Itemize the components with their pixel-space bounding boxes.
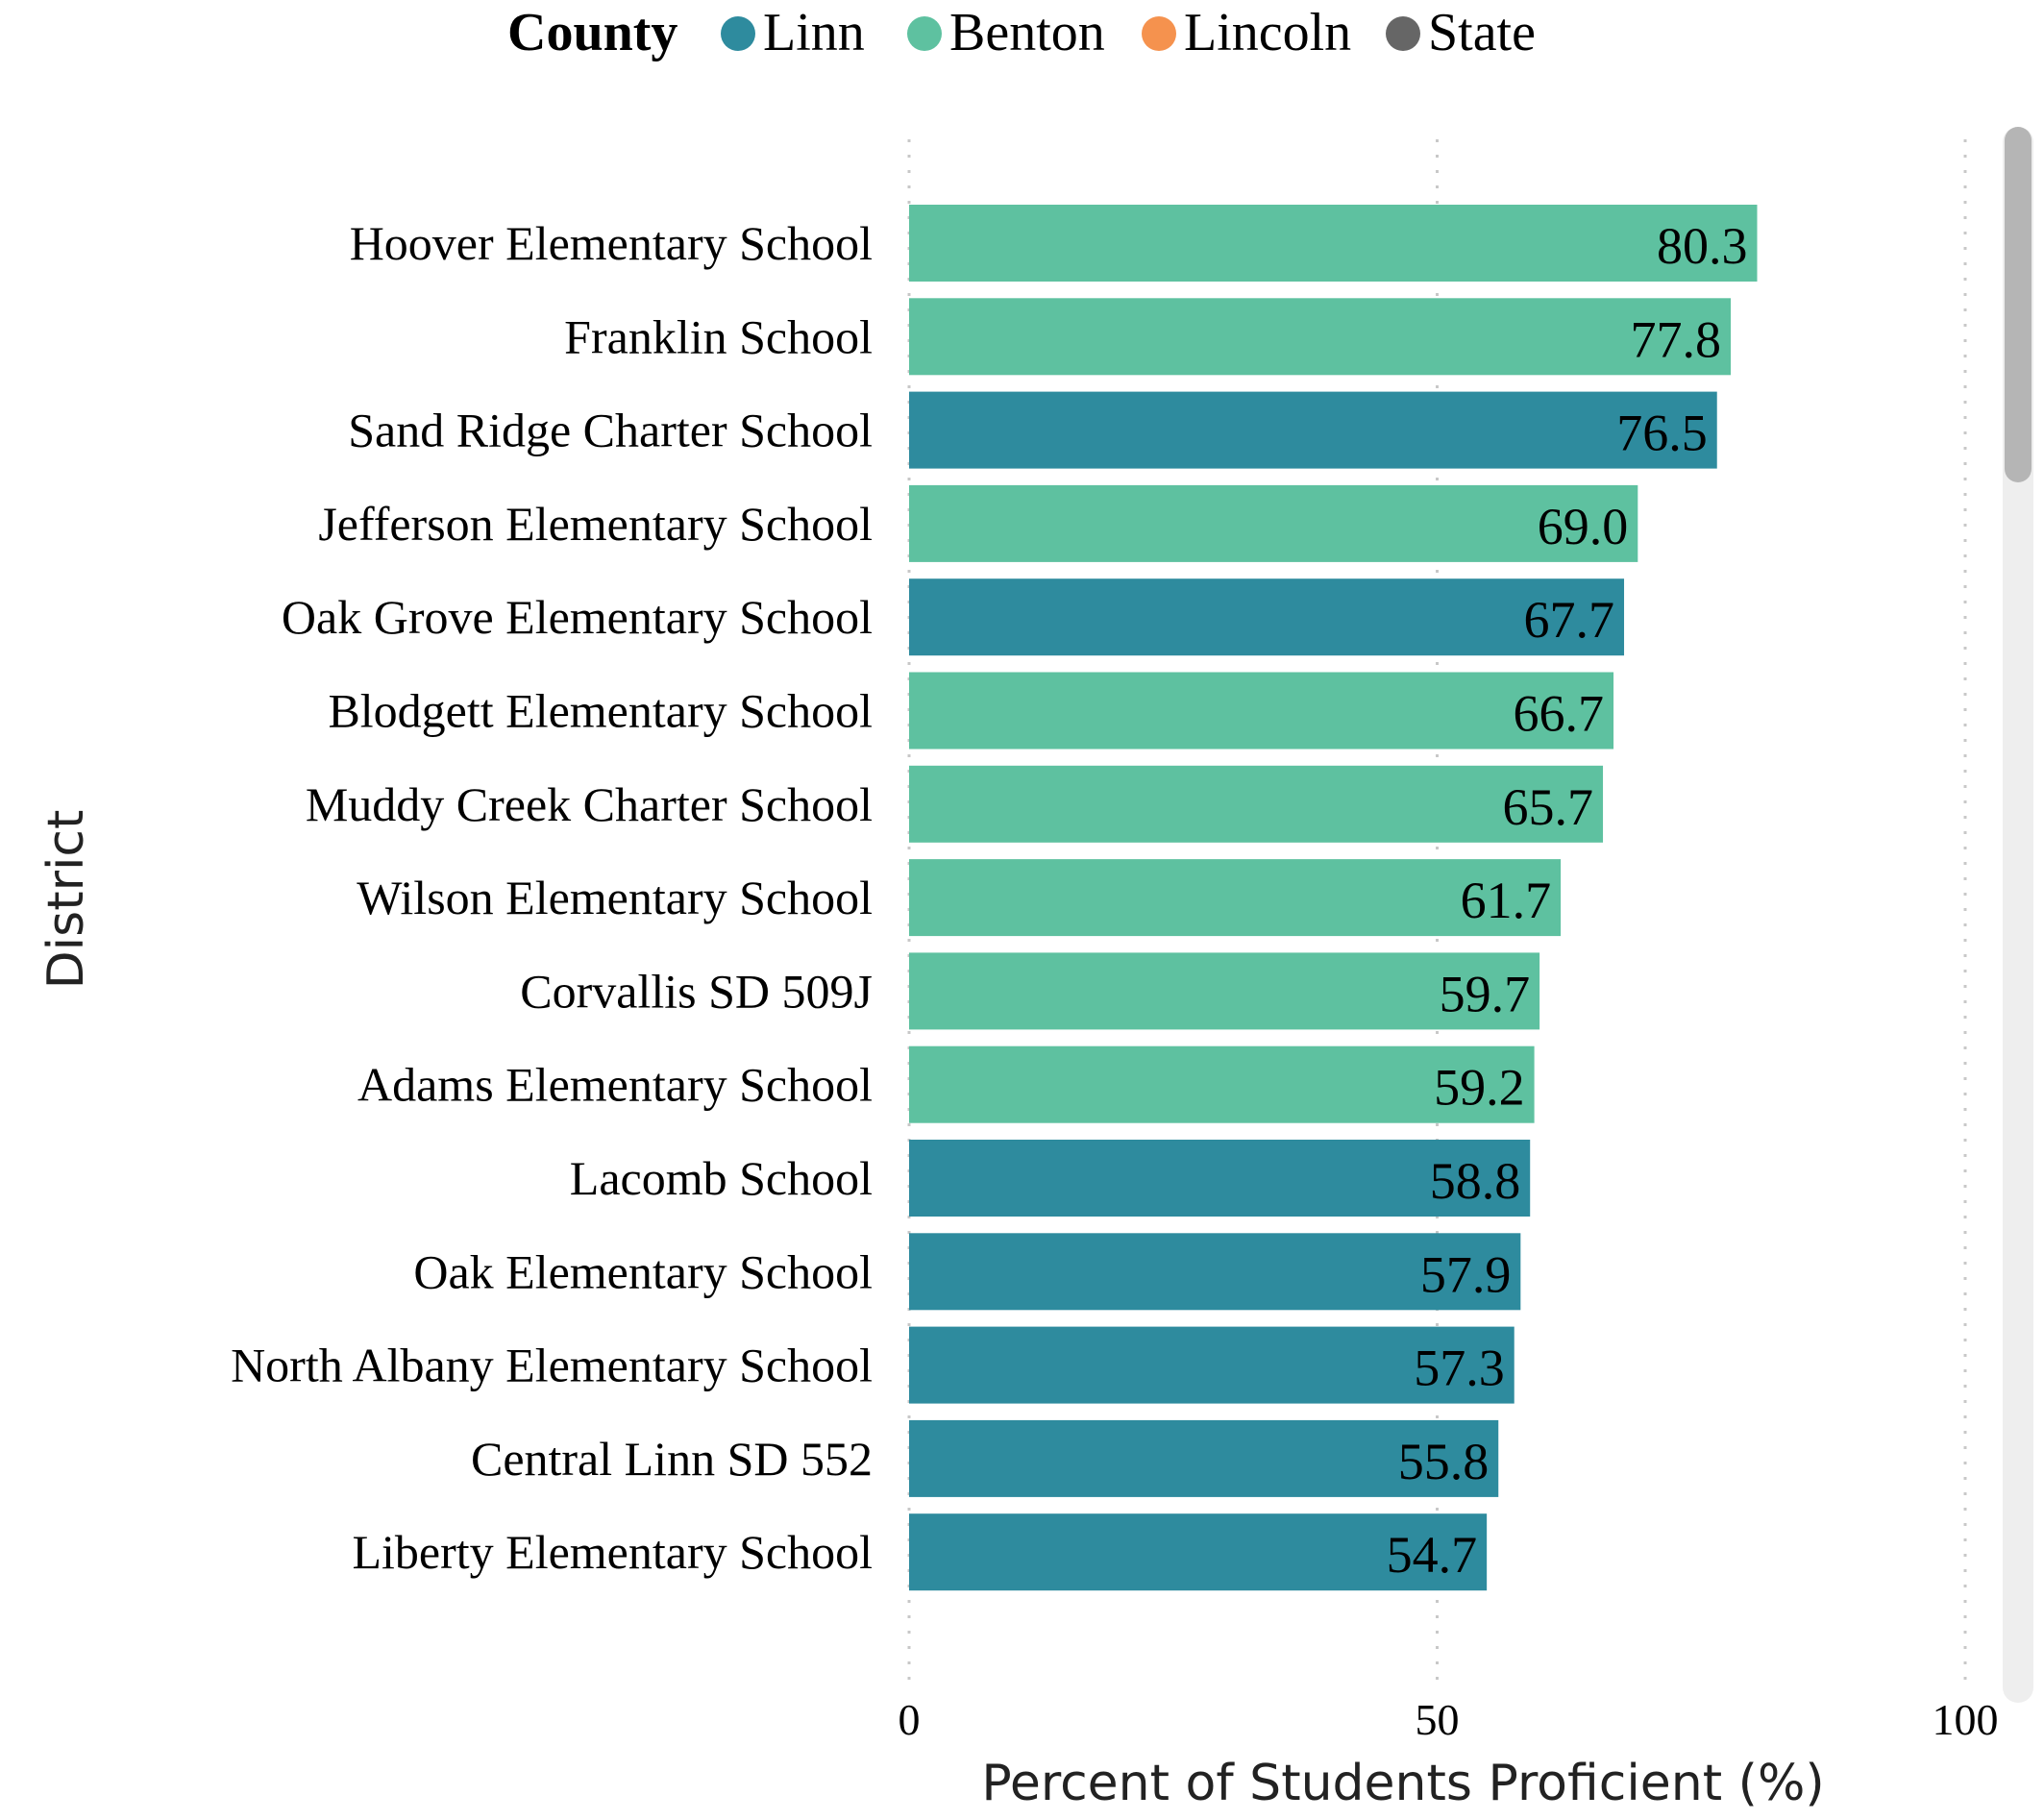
y-axis-title: District [37, 810, 95, 990]
legend-items: Linn Benton Lincoln State [721, 3, 1536, 62]
category-label: Blodgett Elementary School [328, 684, 873, 738]
legend: County Linn Benton Lincoln State [507, 3, 1536, 62]
bar [909, 1513, 1488, 1591]
x-tick-100: 100 [1933, 1695, 1999, 1744]
bar [909, 1140, 1531, 1217]
value-label: 57.3 [1414, 1340, 1505, 1397]
legend-swatch-linn [721, 16, 755, 51]
legend-swatch-lincoln [1142, 16, 1176, 51]
bars [909, 205, 1758, 1591]
value-label: 58.8 [1430, 1152, 1521, 1210]
category-label: Sand Ridge Charter School [348, 404, 873, 457]
value-label: 61.7 [1461, 872, 1552, 929]
category-label: Adams Elementary School [357, 1058, 873, 1112]
bar [909, 205, 1758, 282]
bar [909, 298, 1732, 376]
bar [909, 578, 1625, 656]
bar [909, 1326, 1515, 1404]
scrollbar-track[interactable] [2003, 127, 2033, 1703]
x-tick-labels: 0 50 100 [899, 1695, 1999, 1744]
category-label: Oak Elementary School [413, 1244, 873, 1298]
legend-label-state: State [1428, 3, 1536, 62]
category-label: Jefferson Elementary School [318, 497, 873, 551]
bar [909, 765, 1604, 843]
legend-label-linn: Linn [763, 3, 865, 62]
value-labels: 80.3 77.8 76.5 69.0 67.7 66.7 65.7 61.7 59.7 59.2… [1387, 217, 1748, 1584]
category-label: Wilson Elementary School [357, 871, 873, 924]
legend-title: County [507, 3, 677, 62]
value-label: 59.7 [1440, 965, 1531, 1022]
category-label: Corvallis SD 509J [520, 964, 873, 1018]
bar [909, 484, 1638, 562]
scrollbar[interactable] [2003, 127, 2033, 1703]
legend-label-lincoln: Lincoln [1184, 3, 1351, 62]
category-label: Franklin School [564, 309, 873, 363]
value-label: 76.5 [1616, 405, 1708, 462]
bar [909, 1233, 1521, 1311]
category-label: Liberty Elementary School [352, 1525, 873, 1579]
category-labels: Hoover Elementary School Franklin School S… [231, 216, 873, 1579]
category-label: Hoover Elementary School [350, 216, 873, 270]
value-label: 55.8 [1398, 1433, 1490, 1490]
x-tick-50: 50 [1416, 1695, 1460, 1744]
legend-swatch-benton [907, 16, 942, 51]
value-label: 67.7 [1524, 591, 1615, 649]
bar [909, 859, 1562, 937]
value-label: 69.0 [1538, 498, 1629, 555]
value-label: 65.7 [1503, 778, 1594, 836]
scrollbar-thumb[interactable] [2005, 127, 2032, 482]
x-axis-title: Percent of Students Proficient (%) [981, 1755, 1824, 1812]
x-tick-0: 0 [899, 1695, 921, 1744]
bar [909, 672, 1614, 750]
category-label: Central Linn SD 552 [471, 1432, 873, 1486]
value-label: 59.2 [1434, 1059, 1525, 1117]
value-label: 77.8 [1631, 310, 1722, 368]
value-label: 57.9 [1420, 1245, 1512, 1303]
legend-label-benton: Benton [949, 3, 1105, 62]
bar [909, 1419, 1499, 1497]
value-label: 80.3 [1657, 217, 1748, 275]
value-label: 66.7 [1514, 685, 1605, 743]
category-label: North Albany Elementary School [231, 1339, 873, 1392]
bar [909, 952, 1540, 1030]
legend-swatch-state [1386, 16, 1420, 51]
bar [909, 391, 1717, 469]
category-label: Lacomb School [570, 1151, 873, 1205]
value-label: 54.7 [1387, 1526, 1478, 1584]
category-label: Muddy Creek Charter School [306, 777, 873, 831]
bar [909, 1045, 1535, 1123]
category-label: Oak Grove Elementary School [282, 590, 873, 644]
